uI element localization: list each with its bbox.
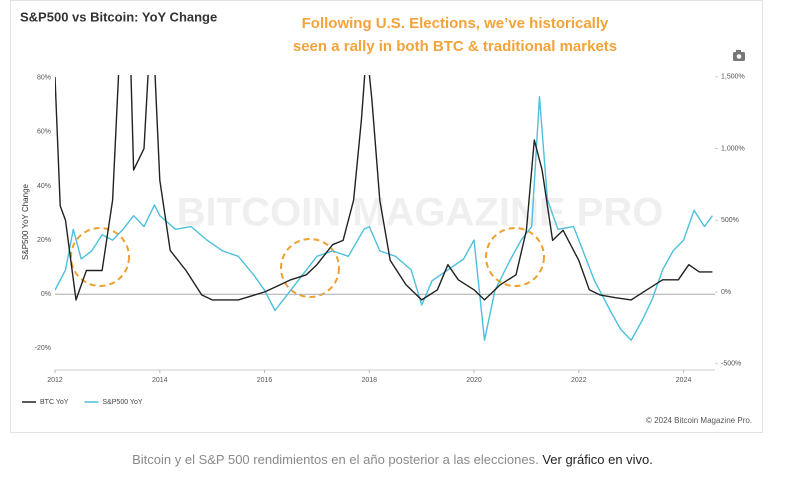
y-tick-label: 40% bbox=[37, 183, 51, 190]
x-tick-label: 2014 bbox=[152, 377, 168, 384]
series-line bbox=[55, 75, 713, 301]
y-tick-label: -20% bbox=[35, 345, 51, 352]
chart-title: S&P500 vs Bitcoin: YoY Change bbox=[20, 9, 217, 24]
y2-tick-label: -500% bbox=[721, 361, 741, 368]
series-line bbox=[55, 96, 713, 341]
x-tick-label: 2018 bbox=[361, 377, 377, 384]
y2-tick-label: 1,500% bbox=[721, 74, 745, 81]
x-tick-label: 2016 bbox=[257, 377, 273, 384]
y-tick-label: 0% bbox=[41, 291, 51, 298]
y-tick-label: 20% bbox=[37, 237, 51, 244]
y2-tick-label: 1,000% bbox=[721, 145, 745, 152]
y2-tick-label: 0% bbox=[721, 289, 731, 296]
legend-label: S&P500 YoY bbox=[102, 399, 142, 406]
highlight-circle bbox=[485, 227, 545, 287]
y-axis-label: S&P500 YoY Change bbox=[21, 183, 30, 259]
credit: © 2024 Bitcoin Magazine Pro. bbox=[646, 416, 752, 425]
plot-area bbox=[55, 75, 713, 341]
chart: S&P500 vs Bitcoin: YoY Change Following … bbox=[10, 0, 763, 433]
annotation: seen a rally in both BTC & traditional m… bbox=[293, 38, 617, 55]
caption-link[interactable]: Ver gráfico en vivo. bbox=[542, 452, 653, 467]
highlight-circle bbox=[280, 238, 340, 298]
y-tick-label: 80% bbox=[37, 75, 51, 82]
chart-frame bbox=[10, 0, 763, 433]
x-tick-label: 2024 bbox=[676, 377, 692, 384]
legend-label: BTC YoY bbox=[40, 399, 69, 406]
y-tick-label: 60% bbox=[37, 129, 51, 136]
x-tick-label: 2020 bbox=[466, 377, 482, 384]
caption: Bitcoin y el S&P 500 rendimientos en el … bbox=[0, 452, 785, 467]
watermark: BITCOIN MAGAZINE PRO bbox=[177, 191, 664, 235]
caption-text: Bitcoin y el S&P 500 rendimientos en el … bbox=[132, 452, 543, 467]
y2-tick-label: 500% bbox=[721, 217, 739, 224]
camera-icon[interactable] bbox=[733, 50, 745, 61]
x-tick-label: 2022 bbox=[571, 377, 587, 384]
annotation: Following U.S. Elections, we’ve historic… bbox=[302, 15, 609, 32]
x-tick-label: 2012 bbox=[47, 377, 63, 384]
